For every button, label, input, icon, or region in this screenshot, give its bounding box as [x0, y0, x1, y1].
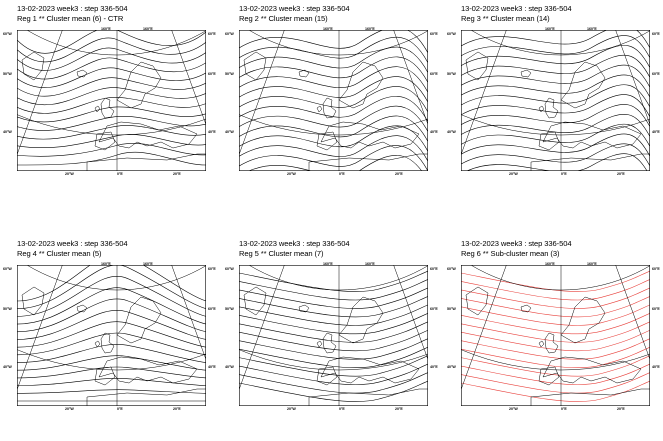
lon-axis-label: 160°E	[323, 262, 333, 266]
lat-axis-label: 60°E	[652, 72, 660, 76]
geopotential-map: 60°W 50°W 40°W 60°E 60°E 40°E 20°W 0°E 20°E 160°E…	[447, 262, 660, 411]
panel-title-cluster: Reg 5 ** Cluster mean (7)	[239, 249, 324, 258]
panel-title-date: 13-02-2023 week3 : step 336-504	[461, 4, 572, 13]
lon-axis-label: 160°E	[365, 27, 375, 31]
panel-title-date: 13-02-2023 week3 : step 336-504	[17, 4, 128, 13]
map-canvas	[17, 265, 206, 406]
lat-axis-label: 60°E	[652, 267, 660, 271]
lat-axis-label: 50°W	[447, 72, 456, 76]
geopotential-map: 60°W 50°W 40°W 60°E 60°E 40°E 20°W 0°E 20°E 160°E…	[3, 27, 216, 176]
lon-axis-label: 160°E	[365, 262, 375, 266]
panel-title-cluster: Reg 1 ** Cluster mean (6) - CTR	[17, 14, 124, 23]
lon-axis-label: 0°E	[117, 172, 123, 176]
lon-axis-label: 160°E	[143, 262, 153, 266]
lat-axis-label: 60°E	[208, 72, 216, 76]
lon-axis-label: 20°E	[617, 172, 625, 176]
map-canvas	[17, 30, 206, 171]
map-canvas	[461, 30, 650, 171]
lon-axis-label: 20°W	[65, 407, 74, 411]
lat-axis-label: 40°E	[208, 130, 216, 134]
lat-axis-label: 50°W	[447, 307, 456, 311]
panel-title-date: 13-02-2023 week3 : step 336-504	[239, 239, 350, 248]
lat-axis-label: 60°W	[3, 267, 12, 271]
lat-axis-label: 60°W	[225, 267, 234, 271]
lon-axis-label: 160°E	[101, 27, 111, 31]
lon-axis-label: 20°E	[395, 407, 403, 411]
lon-axis-label: 20°W	[65, 172, 74, 176]
lon-axis-label: 20°E	[617, 407, 625, 411]
map-panel-6: 13-02-2023 week3 : step 336-504 Reg 6 **…	[444, 235, 663, 441]
lon-axis-label: 20°W	[287, 407, 296, 411]
lat-axis-label: 40°E	[652, 365, 660, 369]
geopotential-map: 60°W 50°W 40°W 60°E 60°E 40°E 20°W 0°E 20°E 160°E…	[447, 27, 660, 176]
panel-title-date: 13-02-2023 week3 : step 336-504	[239, 4, 350, 13]
lat-axis-label: 40°W	[447, 365, 456, 369]
map-panel-3: 13-02-2023 week3 : step 336-504 Reg 3 **…	[444, 0, 663, 206]
lat-axis-label: 60°E	[652, 32, 660, 36]
lat-axis-label: 40°W	[447, 130, 456, 134]
lon-axis-label: 160°E	[545, 262, 555, 266]
map-canvas	[461, 265, 650, 406]
lon-axis-label: 20°W	[509, 407, 518, 411]
lat-axis-label: 40°W	[3, 130, 12, 134]
map-panel-2: 13-02-2023 week3 : step 336-504 Reg 2 **…	[222, 0, 444, 206]
lon-axis-label: 20°W	[509, 172, 518, 176]
lon-axis-label: 0°E	[339, 172, 345, 176]
lat-axis-label: 60°E	[430, 307, 438, 311]
lat-axis-label: 40°W	[3, 365, 12, 369]
lat-axis-label: 60°E	[208, 32, 216, 36]
lon-axis-label: 0°E	[339, 407, 345, 411]
lon-axis-label: 160°E	[323, 27, 333, 31]
lon-axis-label: 160°E	[101, 262, 111, 266]
lat-axis-label: 60°W	[447, 267, 456, 271]
lat-axis-label: 40°E	[652, 130, 660, 134]
lat-axis-label: 60°W	[225, 32, 234, 36]
lat-axis-label: 60°E	[430, 267, 438, 271]
panel-title-date: 13-02-2023 week3 : step 336-504	[461, 239, 572, 248]
map-panel-4: 13-02-2023 week3 : step 336-504 Reg 4 **…	[0, 235, 222, 441]
lat-axis-label: 60°E	[208, 307, 216, 311]
panel-title-cluster: Reg 2 ** Cluster mean (15)	[239, 14, 328, 23]
lon-axis-label: 0°E	[117, 407, 123, 411]
lon-axis-label: 0°E	[561, 407, 567, 411]
map-panel-1: 13-02-2023 week3 : step 336-504 Reg 1 **…	[0, 0, 222, 206]
panel-title-date: 13-02-2023 week3 : step 336-504	[17, 239, 128, 248]
lat-axis-label: 50°W	[225, 307, 234, 311]
lon-axis-label: 160°E	[587, 262, 597, 266]
lat-axis-label: 40°W	[225, 365, 234, 369]
lon-axis-label: 20°E	[395, 172, 403, 176]
lon-axis-label: 20°W	[287, 172, 296, 176]
lat-axis-label: 40°E	[430, 365, 438, 369]
lat-axis-label: 60°E	[652, 307, 660, 311]
lon-axis-label: 160°E	[587, 27, 597, 31]
lat-axis-label: 40°W	[225, 130, 234, 134]
geopotential-map: 60°W 50°W 40°W 60°E 60°E 40°E 20°W 0°E 20°E 160°E…	[225, 27, 438, 176]
lat-axis-label: 50°W	[3, 72, 12, 76]
lat-axis-label: 60°E	[208, 267, 216, 271]
panel-title-cluster: Reg 6 ** Sub-cluster mean (3)	[461, 249, 560, 258]
geopotential-map: 60°W 50°W 40°W 60°E 60°E 40°E 20°W 0°E 20°E 160°E…	[225, 262, 438, 411]
map-panel-5: 13-02-2023 week3 : step 336-504 Reg 5 **…	[222, 235, 444, 441]
lon-axis-label: 160°E	[545, 27, 555, 31]
lon-axis-label: 20°E	[173, 407, 181, 411]
lat-axis-label: 40°E	[430, 130, 438, 134]
lat-axis-label: 60°W	[3, 32, 12, 36]
lat-axis-label: 60°W	[447, 32, 456, 36]
lon-axis-label: 20°E	[173, 172, 181, 176]
panel-title-cluster: Reg 3 ** Cluster mean (14)	[461, 14, 550, 23]
lat-axis-label: 50°W	[3, 307, 12, 311]
map-canvas	[239, 30, 428, 171]
lat-axis-label: 60°E	[430, 72, 438, 76]
geopotential-map: 60°W 50°W 40°W 60°E 60°E 40°E 20°W 0°E 20°E 160°E…	[3, 262, 216, 411]
panel-title-cluster: Reg 4 ** Cluster mean (5)	[17, 249, 102, 258]
lon-axis-label: 160°E	[143, 27, 153, 31]
lon-axis-label: 0°E	[561, 172, 567, 176]
lat-axis-label: 40°E	[208, 365, 216, 369]
lat-axis-label: 50°W	[225, 72, 234, 76]
lat-axis-label: 60°E	[430, 32, 438, 36]
map-canvas	[239, 265, 428, 406]
